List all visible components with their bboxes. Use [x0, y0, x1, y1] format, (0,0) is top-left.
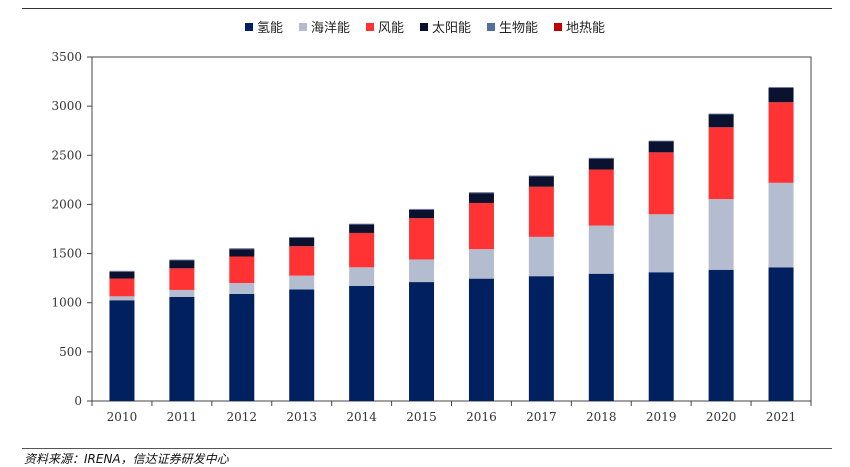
x-tick-label: 2012 — [227, 410, 258, 424]
bar-segment — [229, 294, 254, 401]
bar-segment — [289, 246, 314, 275]
bar-segment — [709, 270, 734, 401]
bar-segment — [769, 88, 794, 102]
bar-segment — [409, 209, 434, 210]
bar-segment — [289, 237, 314, 238]
bar-segment — [589, 226, 614, 274]
bar-segment — [169, 297, 194, 401]
bar-segment — [109, 279, 134, 297]
bar-segment — [709, 114, 734, 115]
bar-segment — [349, 286, 374, 401]
x-tick-label: 2019 — [646, 410, 677, 424]
bar-segment — [769, 267, 794, 401]
plot-frame — [92, 57, 811, 401]
bar-segment — [469, 279, 494, 401]
x-tick-label: 2018 — [586, 410, 617, 424]
bar-segment — [529, 276, 554, 401]
bar-segment — [709, 114, 734, 127]
bar-segment — [169, 260, 194, 268]
y-tick-label: 1500 — [51, 247, 82, 261]
bar-segment — [229, 249, 254, 256]
bar-segment — [529, 237, 554, 276]
bar-segment — [409, 259, 434, 282]
bar-segment — [469, 193, 494, 203]
bar-segment — [289, 289, 314, 401]
y-tick-label: 1000 — [51, 296, 82, 310]
x-tick-label: 2013 — [286, 410, 317, 424]
bar-segment — [649, 142, 674, 153]
bar-segment — [709, 127, 734, 199]
bar-segment — [709, 199, 734, 270]
x-tick-label: 2010 — [107, 410, 138, 424]
bar-segment — [769, 87, 794, 88]
bottom-rule — [22, 448, 832, 449]
bar-segment — [769, 183, 794, 268]
y-tick-label: 2000 — [51, 197, 82, 211]
bar-segment — [109, 296, 134, 300]
bar-segment — [169, 268, 194, 290]
x-tick-label: 2014 — [346, 410, 377, 424]
bar-segment — [469, 249, 494, 278]
bar-segment — [109, 300, 134, 401]
bar-segment — [109, 272, 134, 279]
bar-segment — [169, 290, 194, 297]
bar-segment — [529, 176, 554, 177]
bar-segment — [289, 238, 314, 246]
bar-segment — [349, 267, 374, 286]
bar-segment — [589, 158, 614, 159]
bar-segment — [409, 218, 434, 259]
bar-segment — [649, 152, 674, 214]
bar-segment — [649, 272, 674, 401]
y-tick-label: 2500 — [51, 148, 82, 162]
bar-segment — [349, 233, 374, 267]
bar-segment — [469, 192, 494, 193]
bar-segment — [589, 159, 614, 170]
bar-segment — [349, 224, 374, 225]
x-tick-label: 2020 — [706, 410, 737, 424]
bar-segment — [229, 248, 254, 249]
source-note: 资料来源：IRENA，信达证券研发中心 — [24, 450, 229, 467]
bar-segment — [529, 176, 554, 186]
x-tick-label: 2016 — [466, 410, 497, 424]
bar-segment — [589, 170, 614, 226]
bar-segment — [589, 274, 614, 401]
bar-segment — [229, 283, 254, 294]
y-tick-label: 0 — [74, 394, 82, 408]
x-tick-label: 2011 — [167, 410, 198, 424]
bar-segment — [109, 271, 134, 272]
x-tick-label: 2015 — [406, 410, 437, 424]
y-tick-label: 3500 — [51, 50, 82, 64]
y-tick-label: 3000 — [51, 99, 82, 113]
bar-segment — [769, 102, 794, 183]
bar-segment — [169, 260, 194, 261]
bar-segment — [409, 282, 434, 401]
x-tick-label: 2017 — [526, 410, 557, 424]
bar-segment — [349, 225, 374, 233]
bar-segment — [529, 187, 554, 237]
bar-segment — [649, 141, 674, 142]
bar-segment — [649, 214, 674, 272]
bar-segment — [409, 210, 434, 218]
bar-segment — [469, 203, 494, 249]
x-tick-label: 2021 — [766, 410, 797, 424]
bar-segment — [289, 276, 314, 290]
bar-segment — [229, 257, 254, 284]
y-tick-label: 500 — [59, 345, 82, 359]
